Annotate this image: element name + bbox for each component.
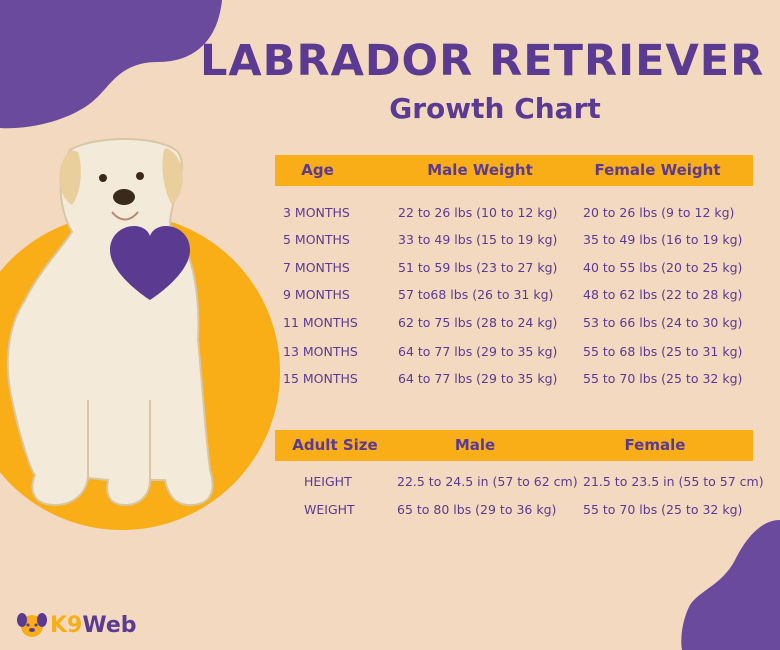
k9web-logo-icon xyxy=(17,613,47,637)
adult-male-cell: 22.5 to 24.5 in (57 to 62 cm) xyxy=(397,474,578,489)
age-cell: 13 MONTHS xyxy=(283,344,358,359)
adult-label-cell: HEIGHT xyxy=(304,474,352,489)
adult-female-cell: 55 to 70 lbs (25 to 32 kg) xyxy=(583,502,743,517)
male-weight-cell: 22 to 26 lbs (10 to 12 kg) xyxy=(398,205,558,220)
age-cell: 15 MONTHS xyxy=(283,371,358,386)
brand-logo: K9Web xyxy=(50,613,137,638)
header-male-weight: Male Weight xyxy=(427,161,533,179)
male-weight-cell: 64 to 77 lbs (29 to 35 kg) xyxy=(398,371,558,386)
age-cell: 9 MONTHS xyxy=(283,287,350,302)
age-cell: 3 MONTHS xyxy=(283,205,350,220)
female-weight-cell: 55 to 68 lbs (25 to 31 kg) xyxy=(583,344,743,359)
page-title: LABRADOR RETRIEVER xyxy=(200,36,765,86)
heart-icon xyxy=(110,226,190,300)
female-weight-cell: 53 to 66 lbs (24 to 30 kg) xyxy=(583,315,743,330)
header-female-weight: Female Weight xyxy=(594,161,721,179)
adult-female-cell: 21.5 to 23.5 in (55 to 57 cm) xyxy=(583,474,764,489)
header-age: Age xyxy=(301,161,334,179)
age-cell: 7 MONTHS xyxy=(283,260,350,275)
adult-table-header: Adult Size Male Female xyxy=(275,430,753,461)
female-weight-cell: 48 to 62 lbs (22 to 28 kg) xyxy=(583,287,743,302)
age-cell: 11 MONTHS xyxy=(283,315,358,330)
female-weight-cell: 20 to 26 lbs (9 to 12 kg) xyxy=(583,205,735,220)
growth-table-header: Age Male Weight Female Weight xyxy=(275,155,753,186)
header-adult-size: Adult Size xyxy=(292,436,378,454)
male-weight-cell: 57 to68 lbs (26 to 31 kg) xyxy=(398,287,554,302)
male-weight-cell: 62 to 75 lbs (28 to 24 kg) xyxy=(398,315,558,330)
female-weight-cell: 40 to 55 lbs (20 to 25 kg) xyxy=(583,260,743,275)
adult-label-cell: WEIGHT xyxy=(304,502,355,517)
male-weight-cell: 64 to 77 lbs (29 to 35 kg) xyxy=(398,344,558,359)
page-subtitle: Growth Chart xyxy=(389,92,601,125)
age-cell: 5 MONTHS xyxy=(283,232,350,247)
header-female: Female xyxy=(624,436,686,454)
male-weight-cell: 33 to 49 lbs (15 to 19 kg) xyxy=(398,232,558,247)
male-weight-cell: 51 to 59 lbs (23 to 27 kg) xyxy=(398,260,558,275)
adult-male-cell: 65 to 80 lbs (29 to 36 kg) xyxy=(397,502,557,517)
female-weight-cell: 35 to 49 lbs (16 to 19 kg) xyxy=(583,232,743,247)
female-weight-cell: 55 to 70 lbs (25 to 32 kg) xyxy=(583,371,743,386)
header-male: Male xyxy=(454,436,496,454)
dog-photo xyxy=(6,138,214,507)
logo-k9: K9 xyxy=(50,613,83,638)
logo-web: Web xyxy=(82,613,137,638)
